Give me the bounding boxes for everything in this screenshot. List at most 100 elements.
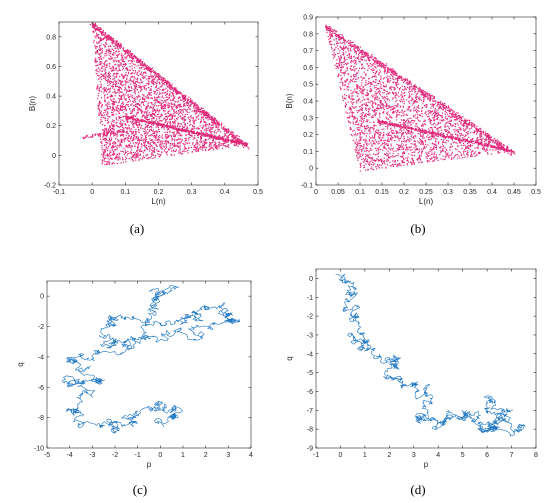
data-point — [180, 105, 182, 108]
data-point — [200, 138, 202, 140]
data-point — [152, 80, 155, 82]
data-point — [118, 79, 121, 82]
data-point — [98, 90, 101, 92]
data-point — [109, 87, 111, 89]
data-point — [118, 117, 120, 119]
data-point — [169, 82, 171, 84]
data-point — [237, 140, 239, 143]
data-point — [127, 72, 130, 75]
data-point — [105, 154, 107, 156]
data-point — [135, 120, 137, 123]
data-point — [344, 84, 346, 87]
data-point — [196, 117, 198, 119]
data-point — [172, 89, 174, 92]
data-point — [414, 143, 416, 145]
data-point — [428, 119, 430, 121]
data-point — [388, 140, 390, 142]
data-point — [125, 124, 127, 126]
data-point — [172, 138, 174, 140]
data-point — [152, 106, 154, 108]
data-point — [369, 60, 371, 62]
data-point — [134, 142, 137, 144]
data-point — [177, 112, 179, 114]
data-point — [373, 129, 375, 131]
data-point — [151, 115, 154, 117]
data-point — [175, 106, 177, 108]
data-point — [118, 92, 120, 94]
data-point — [241, 143, 243, 145]
data-point — [101, 147, 103, 149]
data-point — [174, 140, 176, 142]
data-point — [103, 158, 105, 160]
data-point — [165, 141, 167, 143]
data-point — [127, 119, 129, 121]
data-point — [152, 104, 154, 106]
data-point — [107, 75, 109, 77]
data-point — [107, 121, 110, 123]
data-point — [162, 123, 165, 126]
data-point — [113, 51, 115, 54]
data-point — [129, 56, 131, 58]
data-point — [234, 142, 236, 144]
data-point — [107, 97, 109, 99]
data-point — [199, 144, 201, 146]
data-point — [88, 136, 90, 139]
data-point — [118, 61, 120, 63]
data-point — [117, 110, 119, 112]
data-point — [185, 147, 187, 150]
data-point — [205, 113, 207, 115]
data-point — [203, 144, 206, 146]
data-point — [164, 119, 167, 121]
data-point — [226, 138, 228, 141]
data-point — [154, 156, 156, 158]
data-point — [233, 144, 235, 146]
data-point — [221, 136, 223, 138]
data-point — [156, 123, 158, 125]
data-point — [208, 146, 210, 148]
data-point — [139, 108, 141, 110]
data-point — [112, 67, 115, 69]
data-point — [378, 159, 381, 162]
data-point — [173, 89, 175, 91]
data-point — [104, 151, 107, 153]
data-point — [120, 143, 122, 145]
data-point — [401, 160, 404, 162]
data-point — [362, 67, 364, 69]
data-point — [213, 131, 216, 133]
data-point — [136, 95, 138, 98]
data-point — [115, 83, 117, 85]
data-point — [374, 147, 377, 149]
data-point — [130, 94, 132, 96]
data-point — [85, 135, 88, 137]
data-point — [147, 67, 149, 69]
data-point — [169, 113, 171, 115]
x-tick-label: -0.1 — [53, 189, 65, 196]
data-point — [415, 101, 417, 103]
data-point — [234, 140, 236, 142]
data-point — [232, 140, 234, 143]
data-point — [186, 128, 188, 130]
data-point — [109, 80, 111, 82]
data-point — [116, 130, 118, 133]
data-point — [92, 31, 94, 33]
data-point — [409, 102, 411, 104]
data-point — [153, 108, 156, 111]
data-point — [149, 69, 151, 72]
data-point — [94, 24, 96, 26]
data-point — [372, 116, 374, 118]
data-point — [414, 151, 416, 153]
data-point — [394, 136, 396, 138]
data-point — [163, 105, 165, 107]
data-point — [163, 81, 166, 84]
data-point — [124, 152, 126, 154]
data-point — [235, 141, 237, 144]
data-point — [106, 128, 108, 130]
data-point — [383, 99, 386, 101]
data-point — [367, 82, 369, 85]
data-point — [112, 152, 115, 154]
data-point — [353, 48, 355, 51]
data-point — [357, 53, 360, 56]
data-point — [214, 122, 216, 124]
data-point — [127, 120, 129, 122]
data-point — [382, 112, 384, 114]
